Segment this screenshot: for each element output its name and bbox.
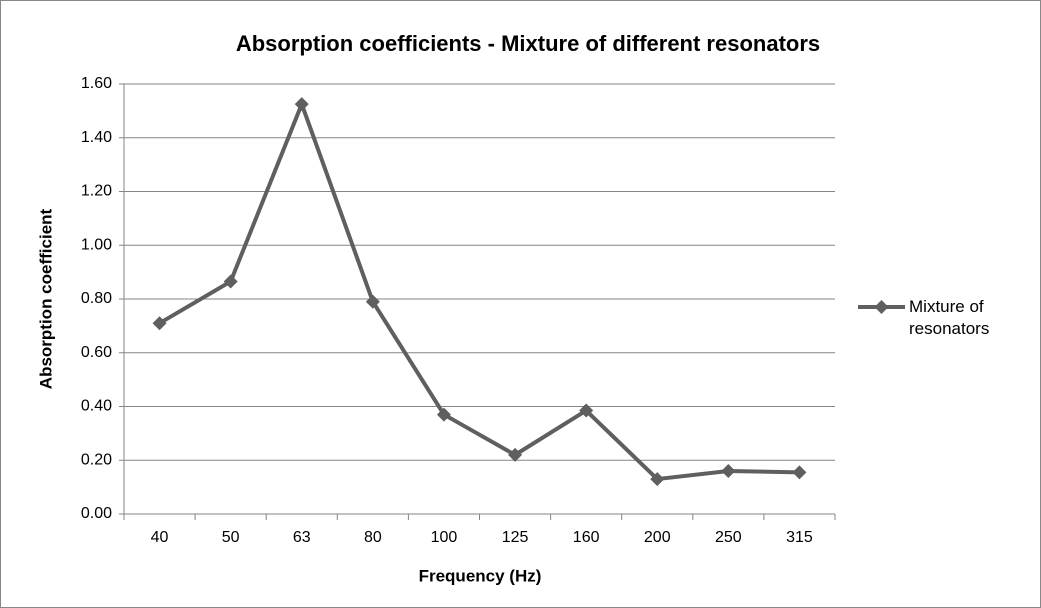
data-point <box>436 407 451 422</box>
data-point <box>792 465 807 480</box>
legend-label: Mixture of resonators <box>909 297 990 338</box>
y-tick-label: 0.80 <box>81 290 112 307</box>
y-tick-label: 0.60 <box>81 344 112 361</box>
y-tick-label: 1.60 <box>81 75 112 92</box>
y-axis-title: Absorption coefficient <box>36 208 55 389</box>
data-point <box>223 274 238 289</box>
x-axis-title: Frequency (Hz) <box>419 566 542 585</box>
legend-marker <box>874 300 889 314</box>
x-tick-label: 63 <box>293 529 311 546</box>
x-tick-label: 40 <box>151 529 169 546</box>
y-tick-label: 1.00 <box>81 236 112 253</box>
y-tick-label: 1.20 <box>81 183 112 200</box>
x-tick-label: 125 <box>502 529 529 546</box>
y-tick-label: 1.40 <box>81 129 112 146</box>
data-point <box>579 403 594 418</box>
chart-title: Absorption coefficients - Mixture of dif… <box>236 31 820 56</box>
y-tick-label: 0.00 <box>81 505 112 522</box>
data-point <box>294 97 309 112</box>
x-tick-label: 80 <box>364 529 382 546</box>
data-point <box>152 316 167 331</box>
y-tick-label: 0.40 <box>81 398 112 415</box>
x-tick-label: 250 <box>715 529 742 546</box>
data-point <box>365 294 380 309</box>
series-line <box>158 102 800 482</box>
data-point <box>650 472 665 487</box>
y-tick-label: 0.20 <box>81 451 112 468</box>
x-tick-label: 100 <box>431 529 458 546</box>
data-point <box>721 464 736 478</box>
x-tick-label: 200 <box>644 529 671 546</box>
x-tick-label: 50 <box>222 529 240 546</box>
x-tick-label: 315 <box>786 529 813 546</box>
data-point <box>508 447 523 462</box>
x-tick-label: 160 <box>573 529 600 546</box>
